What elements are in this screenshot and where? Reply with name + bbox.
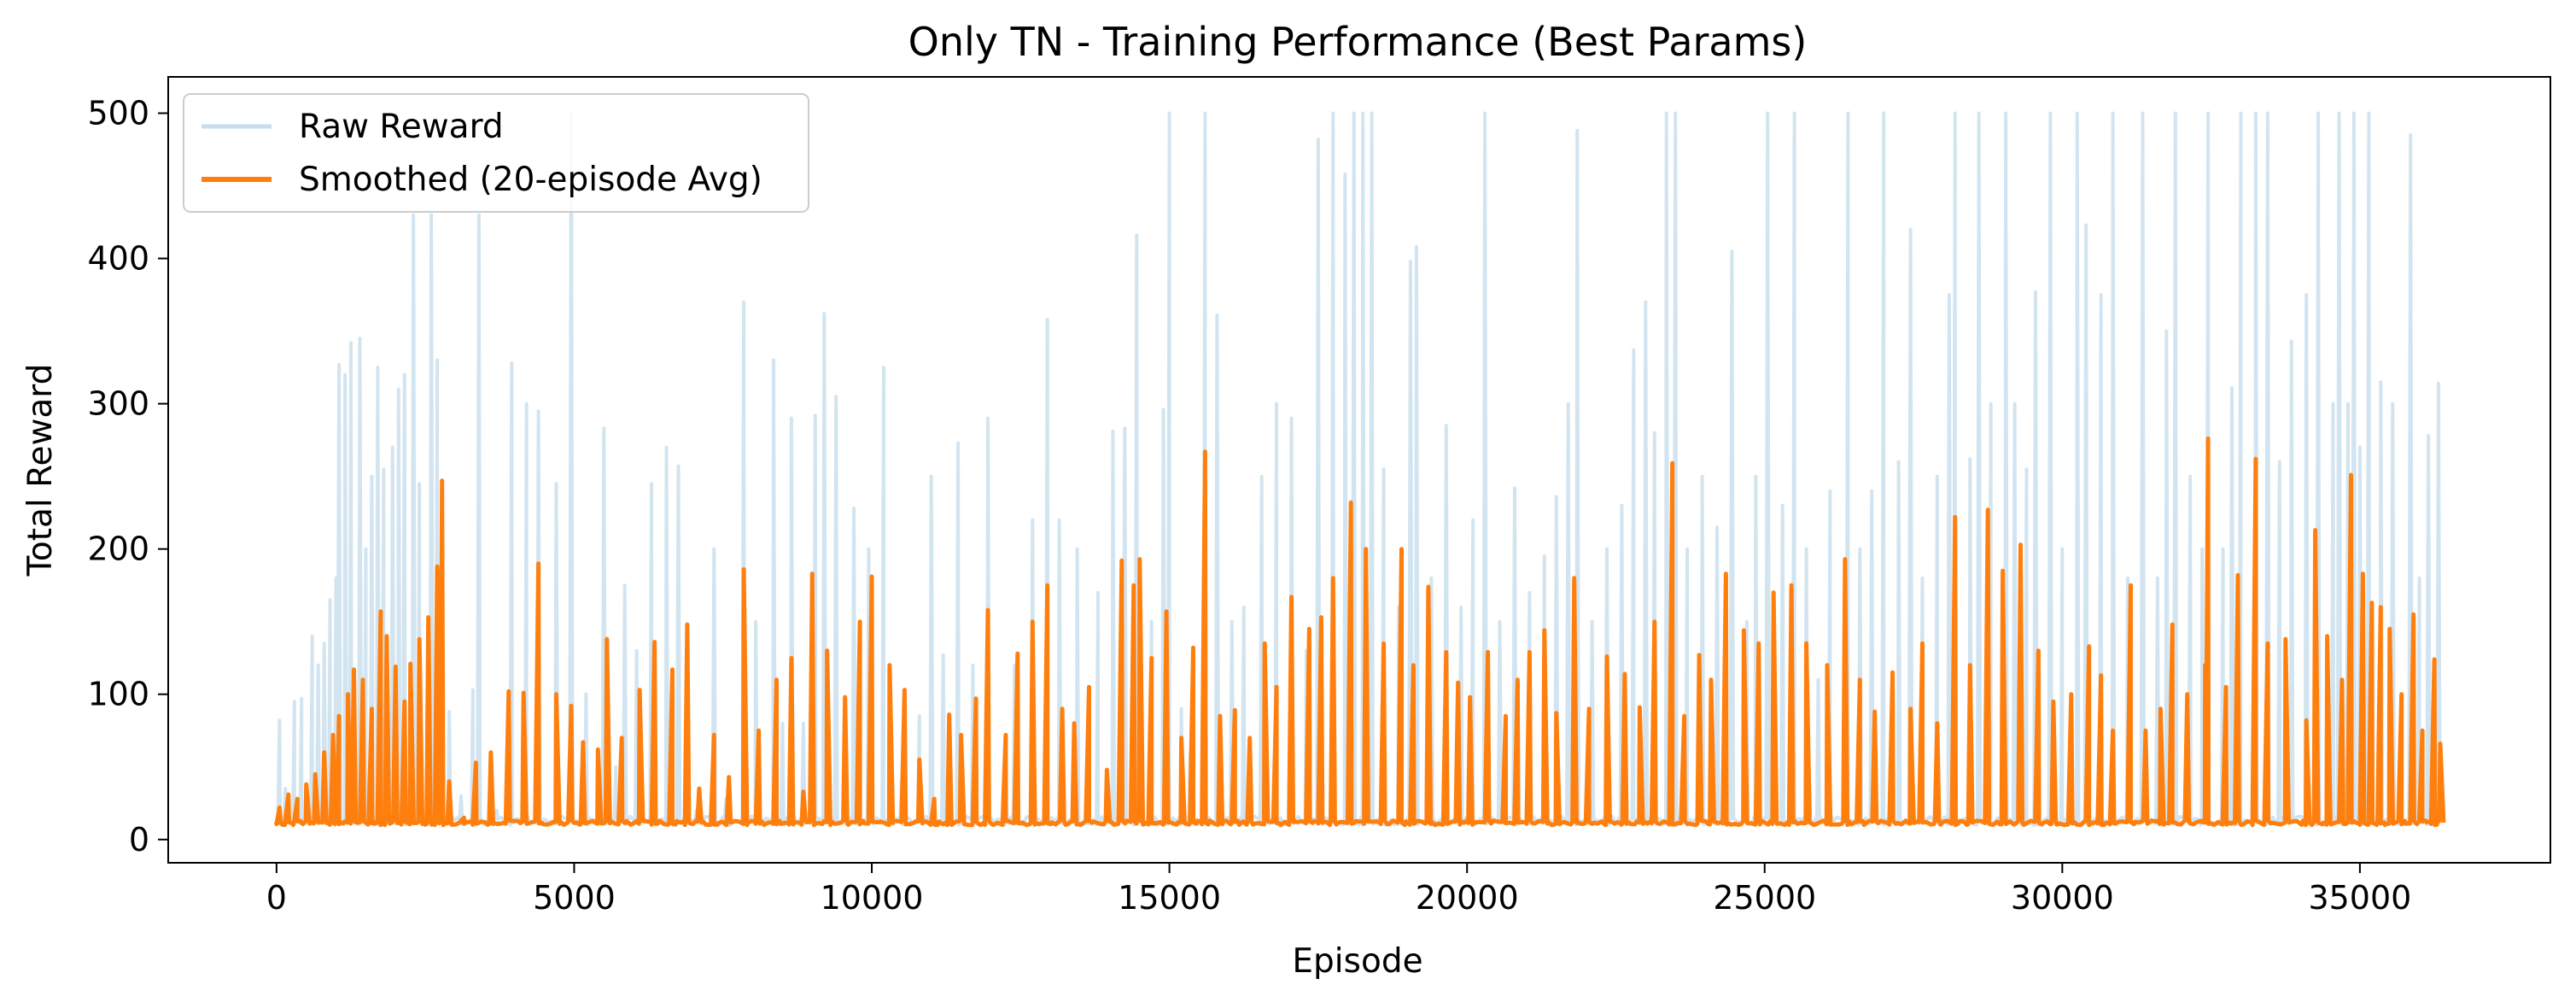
x-tick-label: 20000 — [1416, 879, 1519, 917]
y-axis: 0 100 200 300 400 500 — [87, 95, 168, 859]
y-tick-label: 400 — [87, 240, 149, 278]
x-tick-label: 30000 — [2011, 879, 2114, 917]
legend: Raw Reward Smoothed (20-episode Avg) — [183, 93, 809, 213]
chart-title: Only TN - Training Performance (Best Par… — [908, 19, 1808, 65]
x-axis-label: Episode — [1292, 942, 1422, 981]
x-tick-label: 5000 — [533, 879, 616, 917]
smoothed-series — [274, 436, 2446, 828]
x-axis: 0 5000 10000 15000 20000 25000 30000 35000 — [266, 863, 2411, 917]
y-tick-label: 200 — [87, 530, 149, 568]
y-tick-label: 300 — [87, 385, 149, 423]
legend-label-raw: Raw Reward — [299, 108, 504, 146]
x-tick-label: 0 — [266, 879, 287, 917]
y-axis-label: Total Reward — [21, 364, 60, 577]
legend-frame — [183, 93, 809, 213]
y-tick-label: 500 — [87, 95, 149, 132]
x-tick-label: 10000 — [821, 879, 924, 917]
y-tick-label: 100 — [87, 676, 149, 713]
plot-frame — [167, 76, 2551, 864]
x-tick-label: 35000 — [2308, 879, 2411, 917]
y-tick-label: 0 — [129, 821, 149, 859]
legend-label-smoothed: Smoothed (20-episode Avg) — [299, 161, 762, 199]
smoothed-line — [274, 436, 2446, 828]
x-tick-label: 25000 — [1713, 879, 1816, 917]
x-tick-label: 15000 — [1118, 879, 1221, 917]
